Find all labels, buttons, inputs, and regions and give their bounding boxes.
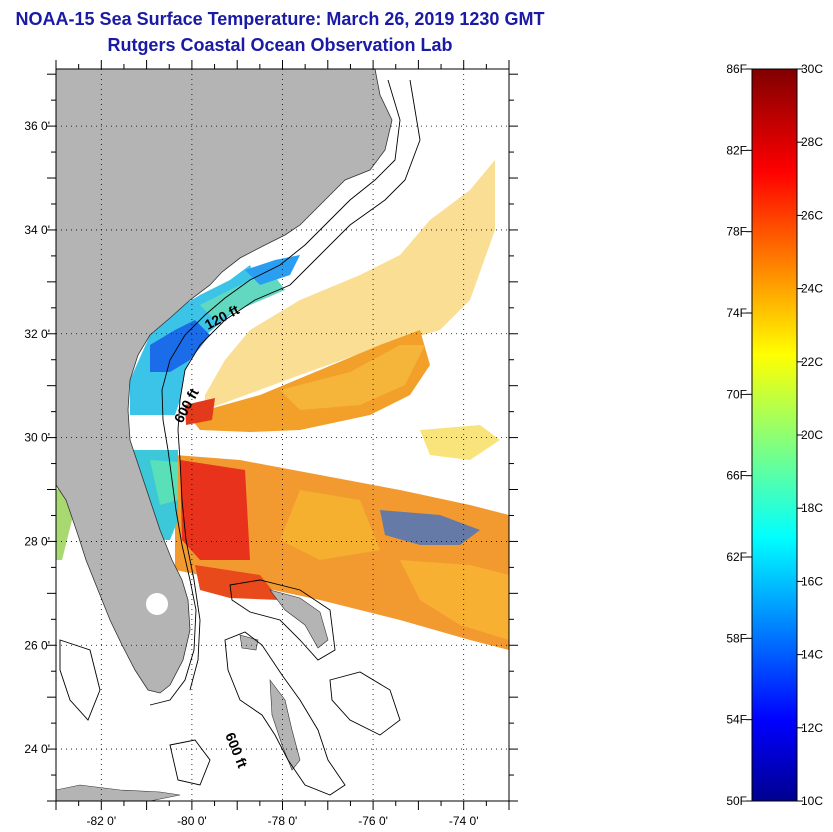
lat-tick-label: 36 0' <box>24 119 50 133</box>
sst-swath-south <box>175 455 509 650</box>
lon-tick-label: -82 0' <box>86 814 116 828</box>
sst-nearshore-north <box>130 255 300 415</box>
colorbar-c-label: 10C <box>801 794 823 808</box>
colorbar-f-label: 82F <box>726 143 747 157</box>
colorbar-c-label: 14C <box>801 648 823 662</box>
colorbar-c-label: 28C <box>801 135 823 149</box>
lat-tick-label: 32 0' <box>24 327 50 341</box>
colorbar: 86F 82F 78F 74F 70F 66F 62F 58F 54F 50F 30C 28C 26C… <box>726 62 823 808</box>
lat-tick-label: 26 0' <box>24 638 50 652</box>
colorbar-celsius-labels: 30C 28C 26C 24C 22C 20C 18C 16C 14C 12C 10C <box>797 62 823 808</box>
sst-swath-north <box>185 160 500 460</box>
lon-tick-label: -78 0' <box>268 814 298 828</box>
colorbar-c-label: 12C <box>801 721 823 735</box>
lon-tick-label: -74 0' <box>449 814 479 828</box>
bathymetry-contours <box>59 79 421 796</box>
colorbar-f-label: 66F <box>726 469 747 483</box>
map-grid <box>56 69 509 801</box>
map-subtitle: Rutgers Coastal Ocean Observation Lab <box>107 35 453 55</box>
lon-tick-label: -80 0' <box>177 814 207 828</box>
colorbar-f-label: 62F <box>726 550 747 564</box>
latitude-labels: 36 0' 34 0' 32 0' 30 0' 28 0' 26 0' 24 0' <box>24 119 50 756</box>
colorbar-f-label: 78F <box>726 225 747 239</box>
lat-tick-label: 34 0' <box>24 223 50 237</box>
colorbar-f-label: 86F <box>726 62 747 76</box>
colorbar-c-label: 16C <box>801 574 823 588</box>
colorbar-f-label: 58F <box>726 631 747 645</box>
colorbar-c-label: 24C <box>801 282 823 296</box>
colorbar-f-label: 54F <box>726 713 747 727</box>
lon-tick-label: -76 0' <box>358 814 388 828</box>
lat-tick-label: 30 0' <box>24 431 50 445</box>
colorbar-c-label: 18C <box>801 501 823 515</box>
colorbar-fahrenheit-labels: 86F 82F 78F 74F 70F 66F 62F 58F 54F 50F <box>726 62 752 808</box>
colorbar-f-label: 70F <box>726 387 747 401</box>
colorbar-gradient <box>751 68 798 802</box>
map-ticks <box>47 60 518 810</box>
longitude-labels: -82 0' -80 0' -78 0' -76 0' -74 0' <box>86 814 478 828</box>
colorbar-f-label: 74F <box>726 306 747 320</box>
land-mass <box>56 69 393 801</box>
colorbar-f-label: 50F <box>726 794 747 808</box>
colorbar-c-label: 22C <box>801 355 823 369</box>
colorbar-c-label: 20C <box>801 428 823 442</box>
colorbar-c-label: 30C <box>801 62 823 76</box>
lat-tick-label: 28 0' <box>24 534 50 548</box>
lat-tick-label: 24 0' <box>24 742 50 756</box>
map-title: NOAA-15 Sea Surface Temperature: March 2… <box>15 9 545 29</box>
colorbar-c-label: 26C <box>801 208 823 222</box>
